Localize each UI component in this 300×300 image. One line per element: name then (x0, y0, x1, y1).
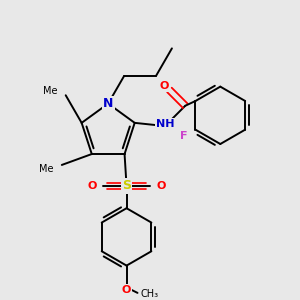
Text: S: S (122, 179, 131, 192)
Text: O: O (160, 81, 169, 91)
Text: CH₃: CH₃ (140, 289, 159, 299)
Text: O: O (156, 181, 166, 191)
Text: N: N (103, 97, 113, 110)
Text: F: F (180, 130, 188, 141)
Text: NH: NH (156, 119, 174, 129)
Text: O: O (122, 285, 131, 295)
Text: Me: Me (39, 164, 54, 174)
Text: Me: Me (43, 86, 58, 96)
Text: O: O (87, 181, 97, 191)
